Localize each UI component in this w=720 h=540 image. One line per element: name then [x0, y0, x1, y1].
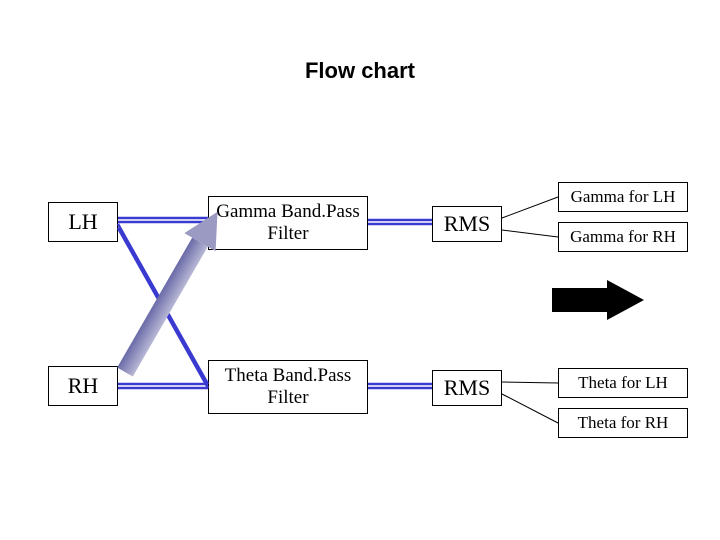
node-theta-bp-label: Theta Band.PassFilter: [225, 365, 352, 409]
node-theta-for-lh: Theta for LH: [558, 368, 688, 398]
node-theta-rh-label: Theta for RH: [578, 413, 669, 433]
node-gamma-for-rh: Gamma for RH: [558, 222, 688, 252]
page-title: Flow chart: [0, 58, 720, 84]
node-gamma-for-lh: Gamma for LH: [558, 182, 688, 212]
node-rh: RH: [48, 366, 118, 406]
node-lh-label: LH: [68, 209, 97, 234]
node-rms-top: RMS: [432, 206, 502, 242]
node-theta-for-rh: Theta for RH: [558, 408, 688, 438]
node-gamma-rh-label: Gamma for RH: [570, 227, 676, 247]
node-theta-bandpass: Theta Band.PassFilter: [208, 360, 368, 414]
node-theta-lh-label: Theta for LH: [578, 373, 668, 393]
black-block-arrow: [552, 280, 644, 320]
node-rms-bottom: RMS: [432, 370, 502, 406]
node-lh: LH: [48, 202, 118, 242]
thin-connectors: [502, 197, 558, 423]
node-gamma-bandpass: Gamma Band.PassFilter: [208, 196, 368, 250]
node-gamma-bp-label: Gamma Band.PassFilter: [216, 201, 360, 245]
node-rms2-label: RMS: [444, 375, 490, 400]
node-gamma-lh-label: Gamma for LH: [571, 187, 676, 207]
node-rms1-label: RMS: [444, 211, 490, 236]
node-rh-label: RH: [68, 373, 99, 398]
